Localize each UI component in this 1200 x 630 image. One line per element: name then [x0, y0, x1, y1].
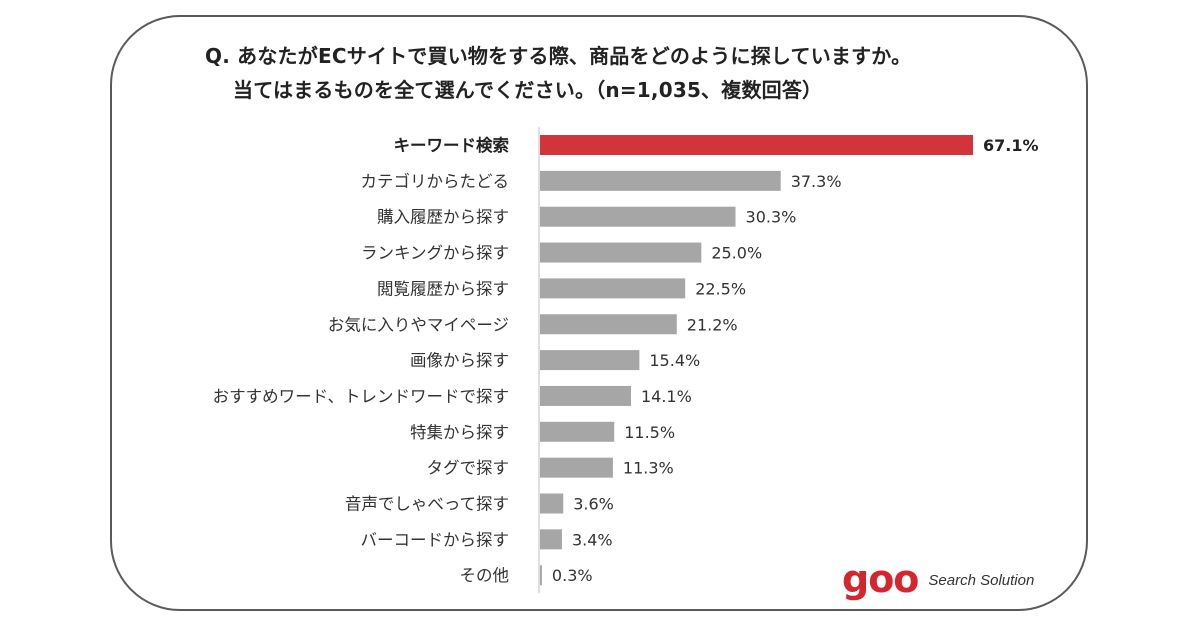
- bar: [540, 565, 542, 586]
- category-label: 画像から探す: [410, 351, 509, 370]
- value-label: 3.6%: [573, 495, 614, 514]
- category-label: おすすめワード、トレンドワードで探す: [213, 387, 509, 406]
- value-label: 14.1%: [641, 387, 692, 406]
- value-label: 22.5%: [695, 279, 746, 298]
- bar: [540, 350, 640, 371]
- bar: [540, 206, 736, 227]
- bar: [540, 242, 702, 263]
- value-label: 67.1%: [983, 136, 1039, 155]
- category-label: 音声でしゃべって探す: [345, 495, 509, 514]
- category-label: 特集から探す: [410, 423, 509, 442]
- goo-logo: goo Search Solution: [842, 560, 1034, 598]
- value-label: 15.4%: [649, 351, 700, 370]
- value-label: 3.4%: [572, 530, 613, 549]
- value-label: 37.3%: [791, 172, 842, 191]
- value-label: 30.3%: [746, 208, 797, 227]
- value-label: 25.0%: [711, 244, 762, 263]
- bar: [540, 314, 677, 335]
- category-label: バーコードから探す: [361, 530, 510, 549]
- category-label: お気に入りやマイページ: [328, 315, 509, 334]
- value-label: 21.2%: [687, 315, 738, 334]
- logo-text: Search Solution: [928, 571, 1035, 589]
- question-line-1: Q. あなたがECサイトで買い物をする際、商品をどのように探していますか。: [205, 44, 912, 68]
- bar: [540, 278, 686, 299]
- bar: [540, 493, 564, 514]
- category-label: カテゴリからたどる: [361, 171, 510, 191]
- bar-highlight: [540, 135, 973, 155]
- value-label: 0.3%: [552, 566, 593, 585]
- category-label: タグで探す: [427, 459, 510, 478]
- category-label: キーワード検索: [394, 135, 510, 155]
- value-label: 11.5%: [624, 423, 675, 442]
- question-line-2: 当てはまるものを全て選んでください。（n=1,035、複数回答）: [233, 78, 823, 102]
- rounded-frame: [110, 15, 1088, 611]
- category-label: その他: [460, 566, 510, 585]
- value-label: 11.3%: [623, 459, 674, 478]
- bar: [540, 170, 781, 191]
- logo-mark: goo: [842, 557, 919, 601]
- bar: [540, 385, 631, 406]
- bar: [540, 529, 562, 550]
- bar: [540, 421, 615, 442]
- category-label: ランキングから探す: [361, 244, 509, 263]
- category-label: 購入履歴から探す: [377, 208, 509, 227]
- bar: [540, 457, 613, 478]
- category-label: 閲覧履歴から探す: [377, 278, 509, 298]
